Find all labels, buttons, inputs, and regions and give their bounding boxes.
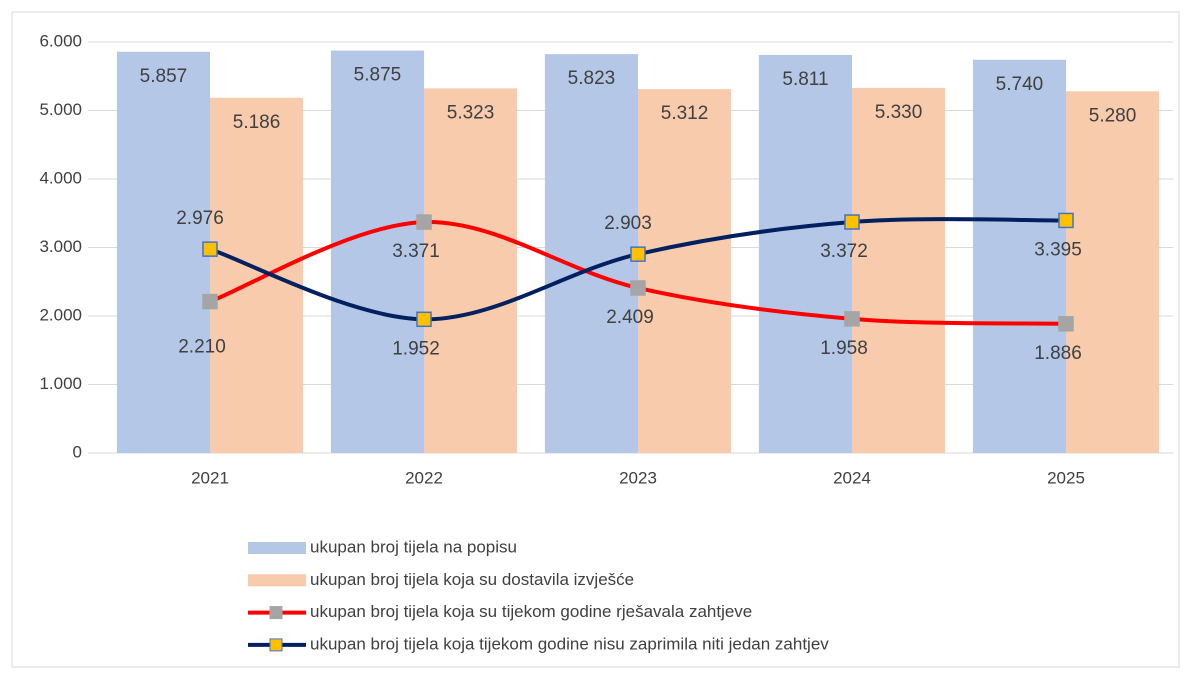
legend-swatch <box>269 606 283 620</box>
data-label: 5.875 <box>354 65 402 86</box>
data-label: 1.958 <box>820 338 868 359</box>
data-label: 5.330 <box>875 102 923 123</box>
data-label: 1.886 <box>1034 343 1082 364</box>
data-label: 3.372 <box>820 241 868 262</box>
data-label: 3.395 <box>1034 239 1082 260</box>
bar <box>544 54 638 453</box>
legend-swatch <box>248 574 306 587</box>
x-tick-label: 2024 <box>833 468 871 487</box>
marker <box>416 311 432 328</box>
bar <box>852 87 946 454</box>
bar <box>424 88 518 453</box>
legend-swatch <box>248 542 306 554</box>
marker <box>1058 316 1074 332</box>
y-tick-label: 2.000 <box>39 305 82 324</box>
data-label: 2.210 <box>178 337 226 358</box>
bar <box>1066 91 1160 453</box>
data-label: 5.811 <box>782 69 828 90</box>
legend-swatch <box>269 638 283 652</box>
legend-label: ukupan broj tijela koja tijekom godine n… <box>310 634 829 653</box>
y-tick-label: 0 <box>73 442 82 461</box>
y-tick-label: 3.000 <box>39 237 82 256</box>
marker <box>416 214 432 230</box>
x-tick-label: 2023 <box>619 468 657 487</box>
y-tick-label: 1.000 <box>39 374 82 393</box>
data-label: 5.857 <box>140 66 188 87</box>
data-label: 5.186 <box>233 112 281 133</box>
data-label: 5.740 <box>996 74 1044 95</box>
y-tick-label: 5.000 <box>39 100 82 119</box>
marker <box>844 214 860 230</box>
data-label: 3.371 <box>392 241 440 262</box>
x-tick-label: 2025 <box>1047 468 1085 487</box>
marker <box>202 241 218 257</box>
data-label: 1.952 <box>392 338 440 359</box>
data-label: 2.903 <box>604 213 652 234</box>
bar <box>210 97 304 453</box>
data-label: 2.976 <box>176 208 224 229</box>
bar <box>758 54 852 453</box>
bar <box>638 89 732 454</box>
legend-label: ukupan broj tijela koja su dostavila izv… <box>310 570 634 589</box>
data-label: 5.312 <box>661 103 709 124</box>
bar <box>330 50 424 453</box>
marker <box>202 293 218 310</box>
bar <box>116 51 210 453</box>
legend-label: ukupan broj tijela koja su tijekom godin… <box>310 602 752 621</box>
data-label: 5.323 <box>447 102 495 123</box>
x-tick-label: 2022 <box>405 468 443 487</box>
marker <box>1058 212 1074 229</box>
data-label: 5.823 <box>568 68 616 89</box>
marker <box>630 280 646 296</box>
y-tick-label: 6.000 <box>39 31 82 50</box>
marker <box>630 246 646 262</box>
legend-label: ukupan broj tijela na popisu <box>310 537 517 556</box>
data-label: 2.409 <box>606 307 654 328</box>
y-tick-label: 4.000 <box>39 168 82 187</box>
data-label: 5.280 <box>1089 105 1137 126</box>
marker <box>844 311 860 327</box>
bar <box>972 59 1066 454</box>
x-tick-label: 2021 <box>191 468 229 487</box>
